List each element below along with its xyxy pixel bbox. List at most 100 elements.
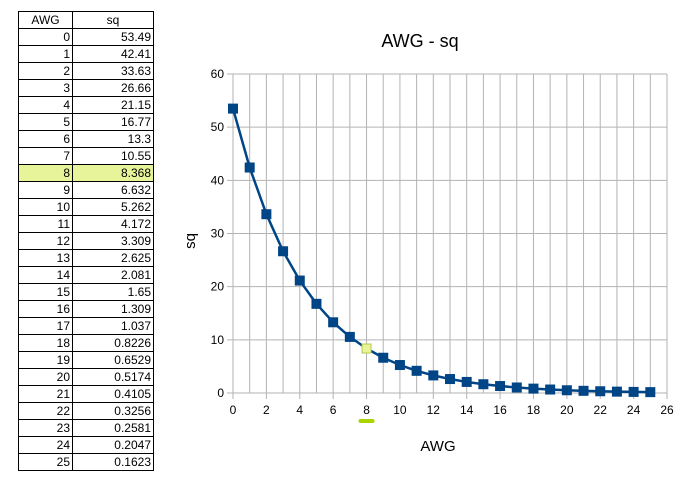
awg-cell[interactable]: 23 [18,419,73,437]
x-tick-label: 16 [493,403,507,417]
awg-cell[interactable]: 18 [18,334,73,352]
y-tick-label: 0 [217,386,224,400]
table-row: 25 0.1623 [18,453,154,471]
sq-cell[interactable]: 0.8226 [72,334,154,352]
table-row: 2 33.63 [18,62,154,80]
awg-cell[interactable]: 7 [18,147,73,165]
sq-cell[interactable]: 3.309 [72,232,154,250]
table-row: 15 1.65 [18,283,154,301]
series-sq [228,103,656,398]
awg-cell[interactable]: 2 [18,62,73,80]
awg-cell[interactable]: 25 [18,453,73,471]
awg-cell[interactable]: 24 [18,436,73,454]
sq-cell[interactable]: 2.081 [72,266,154,284]
awg-cell[interactable]: 13 [18,249,73,267]
table-row: 4 21.15 [18,96,154,114]
table-row: 13 2.625 [18,249,154,267]
awg-cell[interactable]: 3 [18,79,73,97]
awg-cell[interactable]: 12 [18,232,73,250]
data-table: AWG sq 0 53.49 1 42.41 2 33.63 3 26.66 4 21.15 5 16.7… [18,11,154,471]
data-point [461,376,472,387]
sq-cell[interactable]: 0.5174 [72,368,154,386]
table-row: 11 4.172 [18,215,154,233]
awg-cell[interactable]: 16 [18,300,73,318]
sq-cell[interactable]: 0.1623 [72,453,154,471]
awg-cell[interactable]: 20 [18,368,73,386]
sq-cell[interactable]: 42.41 [72,45,154,63]
sq-cell[interactable]: 1.309 [72,300,154,318]
y-tick-label: 10 [211,333,225,347]
sq-cell[interactable]: 0.3256 [72,402,154,420]
data-point [244,162,255,173]
data-point [328,317,339,328]
awg-cell[interactable]: 15 [18,283,73,301]
data-point [445,374,455,385]
data-point [294,275,305,286]
y-tick-labels: 0 10 20 30 40 50 60 [211,67,225,400]
awg-cell[interactable]: 19 [18,351,73,369]
awg-cell[interactable]: 21 [18,385,73,403]
table-row: 18 0.8226 [18,334,154,352]
data-point [578,385,589,396]
awg-cell[interactable]: 14 [18,266,73,284]
table-row: 0 53.49 [18,28,154,46]
awg-cell[interactable]: 1 [18,45,73,63]
data-point [478,379,489,390]
table-row: 16 1.309 [18,300,154,318]
sq-cell[interactable]: 13.3 [72,130,154,148]
awg-cell[interactable]: 0 [18,28,73,46]
sq-cell[interactable]: 16.77 [72,113,154,131]
sq-cell[interactable]: 2.625 [72,249,154,267]
chart: AWG - sq 0 2 4 6 8 10 12 14 16 18 20 22 24 26 0102030… [182,31,674,455]
awg-cell[interactable]: 4 [18,96,73,114]
data-point [394,360,405,371]
sq-cell[interactable]: 33.63 [72,62,154,80]
data-point [428,370,439,381]
awg-cell[interactable]: 6 [18,130,73,148]
x-tick-label: 10 [393,403,407,417]
awg-cell[interactable]: 11 [18,215,73,233]
x-tick-label: 6 [330,403,337,417]
table-row: 5 16.77 [18,113,154,131]
sq-cell[interactable]: 10.55 [72,147,154,165]
sq-cell[interactable]: 4.172 [72,215,154,233]
table-row: 17 1.037 [18,317,154,335]
sq-cell[interactable]: 26.66 [72,79,154,97]
sq-cell[interactable]: 0.2581 [72,419,154,437]
sq-cell[interactable]: 8.368 [72,164,154,182]
data-point [344,331,355,342]
awg-cell[interactable]: 9 [18,181,73,199]
data-point [261,209,272,220]
awg-cell[interactable]: 5 [18,113,73,131]
chart-title: AWG - sq [381,31,458,51]
grid [227,73,668,399]
table-row: 24 0.2047 [18,436,154,454]
y-tick-label: 20 [211,280,225,294]
sq-cell[interactable]: 6.632 [72,181,154,199]
sq-cell[interactable]: 21.15 [72,96,154,114]
x-tick-label: 20 [560,403,574,417]
sq-cell[interactable]: 0.6529 [72,351,154,369]
table-row: 12 3.309 [18,232,154,250]
table-row: 3 26.66 [18,79,154,97]
sq-cell[interactable]: 1.037 [72,317,154,335]
sq-cell[interactable]: 0.4105 [72,385,154,403]
sq-cell[interactable]: 53.49 [72,28,154,46]
column-header[interactable]: AWG [18,11,73,29]
data-point [278,246,289,257]
awg-cell[interactable]: 10 [18,198,73,216]
data-point [495,381,506,392]
column-header[interactable]: sq [72,11,154,29]
awg-cell[interactable]: 8 [18,164,73,182]
sq-cell[interactable]: 0.2047 [72,436,154,454]
y-tick-label: 60 [211,67,225,81]
awg-cell[interactable]: 17 [18,317,73,335]
data-point [511,382,522,393]
table-row: 14 2.081 [18,266,154,284]
data-point [595,386,606,397]
sq-cell[interactable]: 5.262 [72,198,154,216]
awg-cell[interactable]: 22 [18,402,73,420]
sq-cell[interactable]: 1.65 [72,283,154,301]
data-point [561,385,572,396]
table-row: 23 0.2581 [18,419,154,437]
